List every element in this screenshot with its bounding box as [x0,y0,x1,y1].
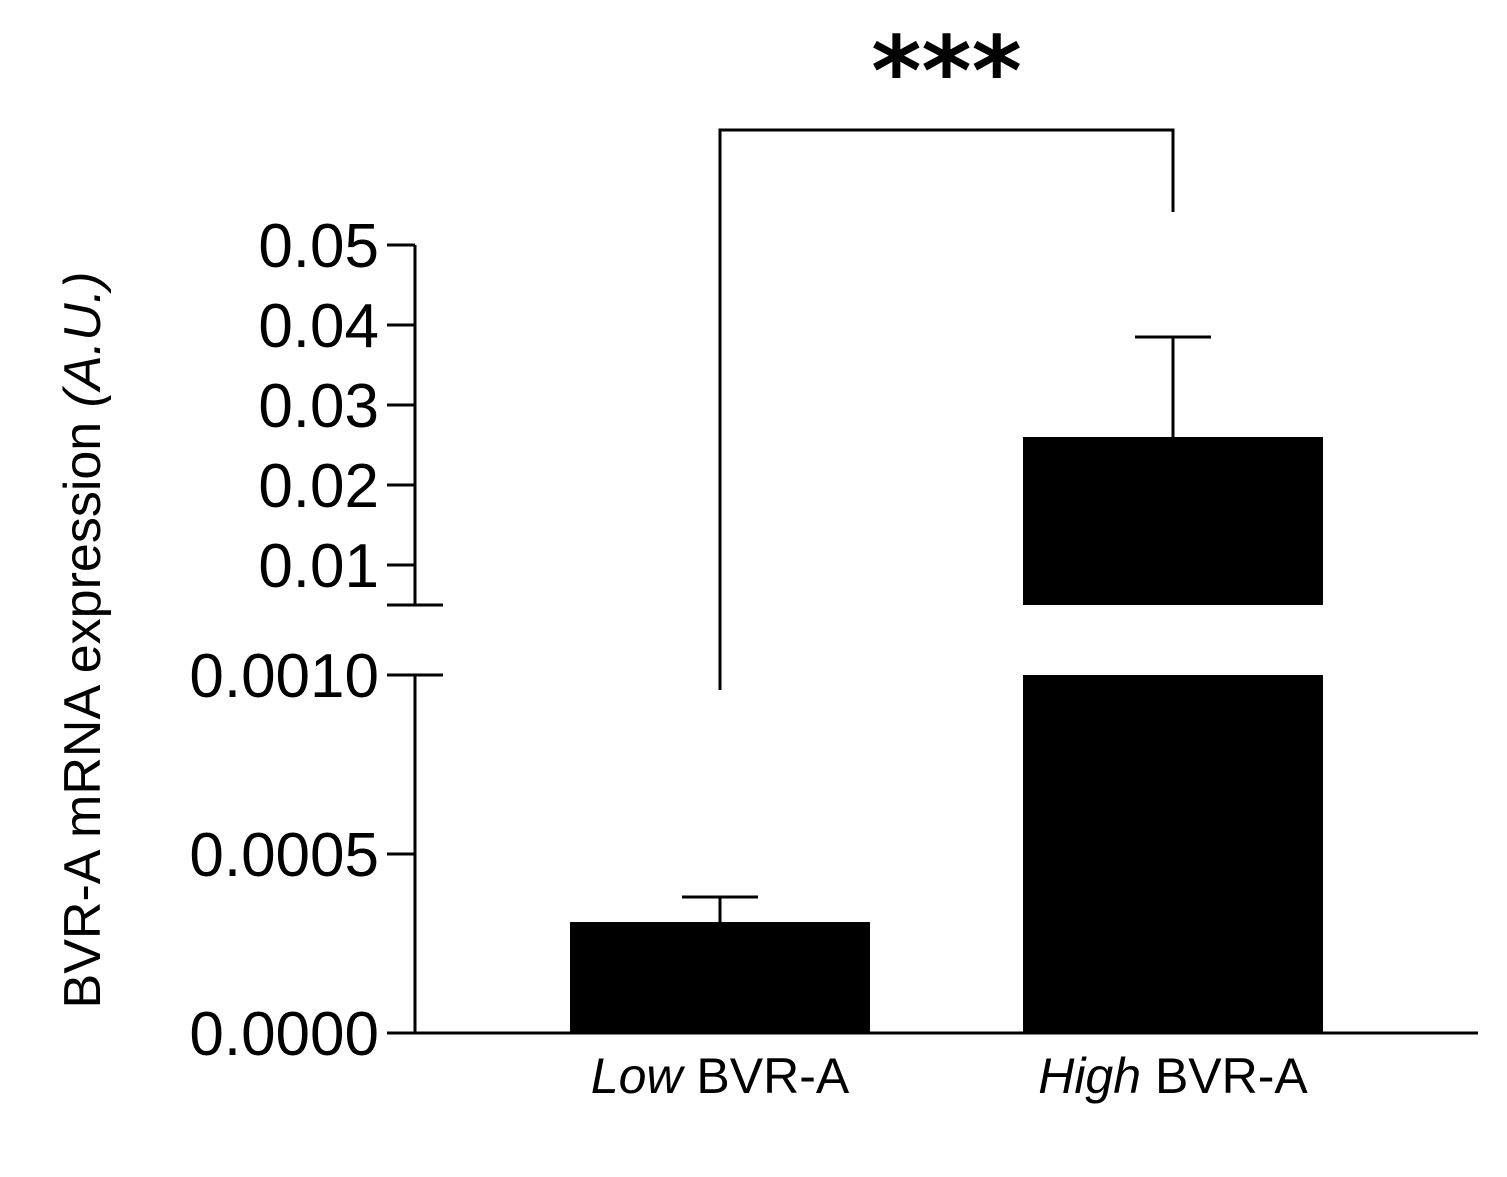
y-axis-title-unit: (A.U.) [54,272,112,408]
category-labels: Low BVR-A High BVR-A [591,1048,1309,1104]
x-category-label: Low BVR-A [591,1048,850,1104]
y-tick-label: 0.02 [258,452,379,521]
significance-bracket-line [718,128,1175,690]
bar-lower-segment [1023,675,1323,1033]
x-category-label-emph: High [1038,1048,1141,1104]
y-tick-label: 0.03 [258,372,379,441]
y-tick-label: 0.0000 [189,1000,379,1069]
y-tick-label: 0.0005 [189,821,379,890]
y-tick-label: 0.01 [258,532,379,601]
bars [570,437,1323,1033]
error-bars [682,335,1211,923]
y-tick-label: 0.05 [258,212,379,281]
y-axis-title-main: BVR-A mRNA expression [54,407,112,1008]
y-tick-label: 0.0010 [189,642,379,711]
significance-label: *** [871,16,1022,128]
y-tick-label: 0.04 [258,292,379,361]
x-category-label-rest: BVR-A [1141,1048,1308,1104]
x-category-label-emph: Low [591,1048,686,1104]
y-ticks: 0.0000 0.0005 0.0010 0.01 0.02 0.03 0.04 0.05 [189,212,415,1069]
bar-upper-segment [1023,437,1323,605]
x-category-label: High BVR-A [1038,1048,1308,1104]
x-category-label-rest: BVR-A [683,1048,850,1104]
significance-bracket: *** [718,16,1175,690]
y-axis-title: BVR-A mRNA expression (A.U.) [54,272,112,1009]
bar [570,922,870,1033]
